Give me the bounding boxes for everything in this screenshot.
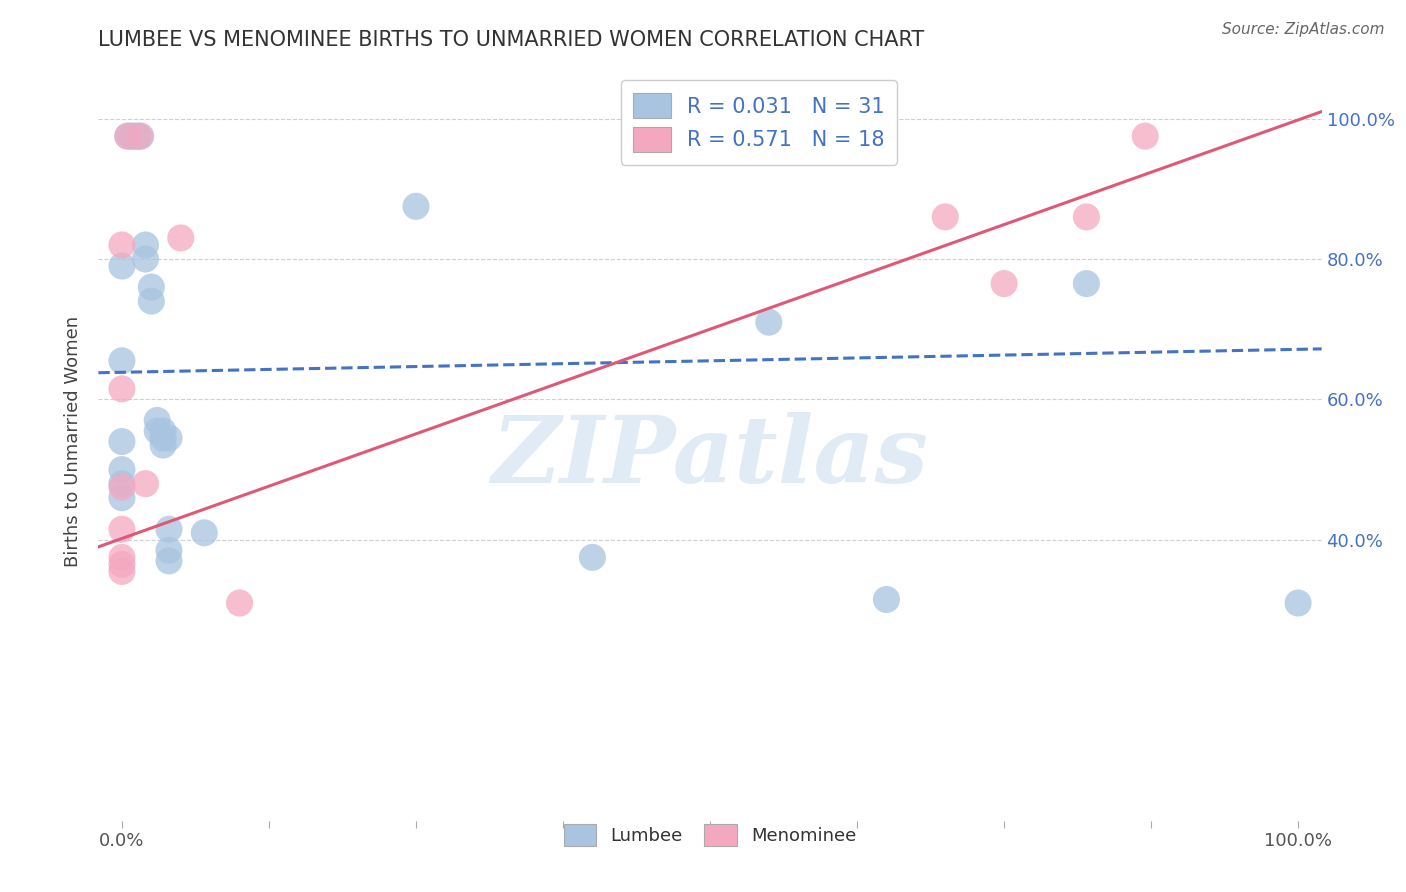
Point — [875, 592, 897, 607]
Point — [129, 129, 152, 144]
Point — [146, 424, 169, 438]
Point — [127, 129, 149, 144]
Point — [993, 277, 1015, 291]
Legend: Lumbee, Menominee: Lumbee, Menominee — [557, 817, 863, 854]
Point — [581, 550, 603, 565]
Point — [134, 476, 156, 491]
Point — [228, 596, 250, 610]
Text: ZIPatlas: ZIPatlas — [492, 412, 928, 501]
Point — [157, 522, 180, 536]
Point — [111, 491, 134, 505]
Point — [111, 462, 134, 476]
Point — [117, 129, 139, 144]
Point — [1076, 277, 1098, 291]
Point — [111, 259, 134, 273]
Text: Source: ZipAtlas.com: Source: ZipAtlas.com — [1222, 22, 1385, 37]
Point — [157, 431, 180, 445]
Point — [111, 238, 134, 252]
Point — [111, 434, 134, 449]
Point — [1135, 129, 1157, 144]
Point — [111, 550, 134, 565]
Point — [934, 210, 956, 224]
Point — [157, 543, 180, 558]
Point — [111, 522, 134, 536]
Point — [758, 315, 780, 329]
Point — [141, 294, 163, 309]
Point — [157, 554, 180, 568]
Point — [405, 199, 427, 213]
Point — [699, 129, 721, 144]
Point — [134, 238, 156, 252]
Point — [152, 431, 174, 445]
Point — [117, 129, 139, 144]
Point — [128, 129, 150, 144]
Y-axis label: Births to Unmarried Women: Births to Unmarried Women — [65, 316, 83, 567]
Point — [817, 129, 839, 144]
Point — [193, 525, 215, 540]
Point — [111, 480, 134, 494]
Point — [146, 413, 169, 427]
Point — [111, 476, 134, 491]
Point — [170, 231, 193, 245]
Point — [1076, 210, 1098, 224]
Point — [120, 129, 142, 144]
Point — [152, 438, 174, 452]
Point — [122, 129, 145, 144]
Point — [141, 280, 163, 294]
Point — [152, 424, 174, 438]
Point — [111, 565, 134, 579]
Point — [111, 353, 134, 368]
Point — [111, 558, 134, 572]
Text: LUMBEE VS MENOMINEE BIRTHS TO UNMARRIED WOMEN CORRELATION CHART: LUMBEE VS MENOMINEE BIRTHS TO UNMARRIED … — [98, 29, 925, 50]
Point — [1286, 596, 1309, 610]
Point — [134, 252, 156, 266]
Point — [111, 382, 134, 396]
